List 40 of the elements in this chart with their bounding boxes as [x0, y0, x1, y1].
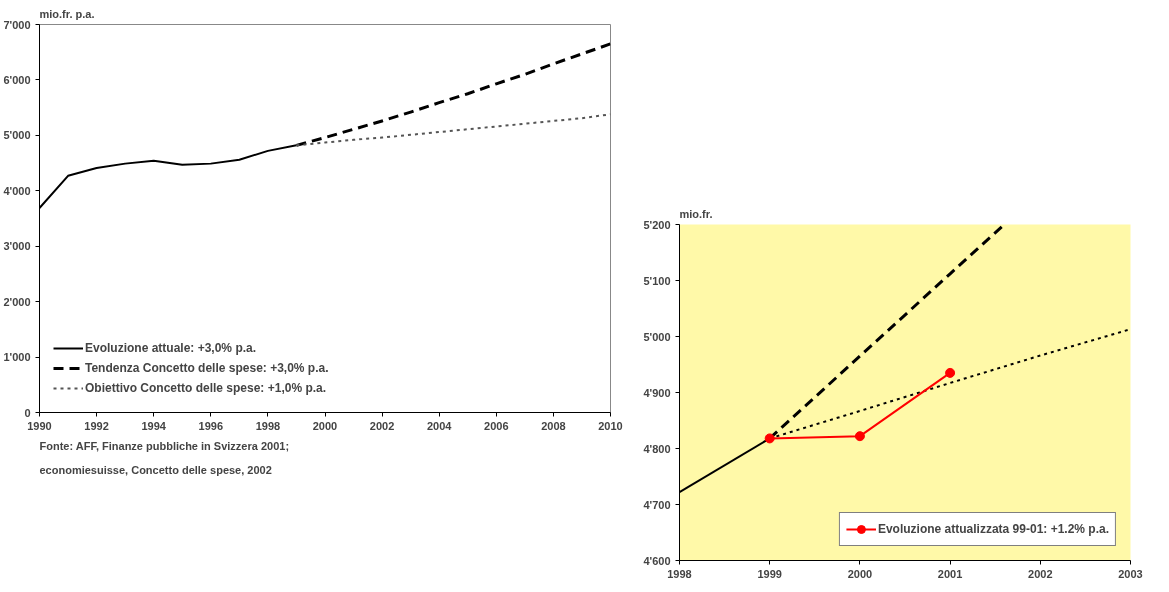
y-tick-label: 5'000: [643, 330, 671, 343]
x-tick-label: 2008: [541, 419, 566, 432]
y-tick-label: 4'700: [643, 498, 671, 511]
y-tick-label: 4'800: [643, 442, 671, 455]
x-tick-label: 2001: [937, 567, 963, 580]
legend-label: Evoluzione attuale: +3,0% p.a.: [85, 341, 257, 355]
x-tick-label: 1990: [27, 419, 52, 432]
y-tick-label: 5'100: [643, 274, 671, 287]
legend-label: Evoluzione attualizzata 99-01: +1.2% p.a.: [877, 522, 1109, 536]
y-tick-label: 3'000: [3, 240, 31, 253]
y-tick-label: 4'600: [643, 554, 671, 567]
x-tick-label: 1998: [255, 419, 281, 432]
y-tick-label: 6'000: [3, 73, 31, 86]
x-tick-label: 2000: [312, 419, 338, 432]
text: economiesuisse, Concetto delle spese, 2002: [39, 463, 272, 476]
y-tick-label: 0: [24, 406, 31, 419]
legend-label: Obiettivo Concetto delle spese: +1,0% p.a.: [85, 381, 327, 395]
x-tick-label: 2002: [369, 419, 395, 432]
x-tick-label: 2003: [1118, 567, 1143, 580]
x-tick-label: 1999: [757, 567, 782, 580]
y-tick-label: 7'000: [3, 18, 31, 31]
x-tick-label: 2002: [1028, 567, 1053, 580]
source-note: Fonte: AFF, Finanze pubbliche in Svizzera 2001;: [39, 439, 290, 452]
x-tick-label: 2004: [426, 419, 453, 432]
y-tick-label: 1'000: [3, 351, 31, 364]
x-tick-label: 2006: [484, 419, 509, 432]
legend-label: Tendenza Concetto delle spese: +3,0% p.a.: [85, 361, 329, 375]
x-tick-label: 1996: [198, 419, 224, 432]
y-tick-label: 5'000: [3, 129, 31, 142]
x-tick-label: 2010: [598, 419, 623, 432]
y-axis-title: mio.fr. p.a.: [39, 7, 95, 20]
x-tick-label: 1994: [141, 419, 167, 432]
y-tick-label: 5'200: [643, 218, 671, 231]
y-axis-title: mio.fr.: [679, 207, 713, 220]
y-tick-label: 4'900: [643, 386, 671, 399]
x-tick-label: 2000: [847, 567, 873, 580]
x-tick-label: 1998: [667, 567, 692, 580]
y-tick-label: 4'000: [3, 184, 31, 197]
x-tick-label: 1992: [84, 419, 109, 432]
y-tick-label: 2'000: [3, 295, 31, 308]
